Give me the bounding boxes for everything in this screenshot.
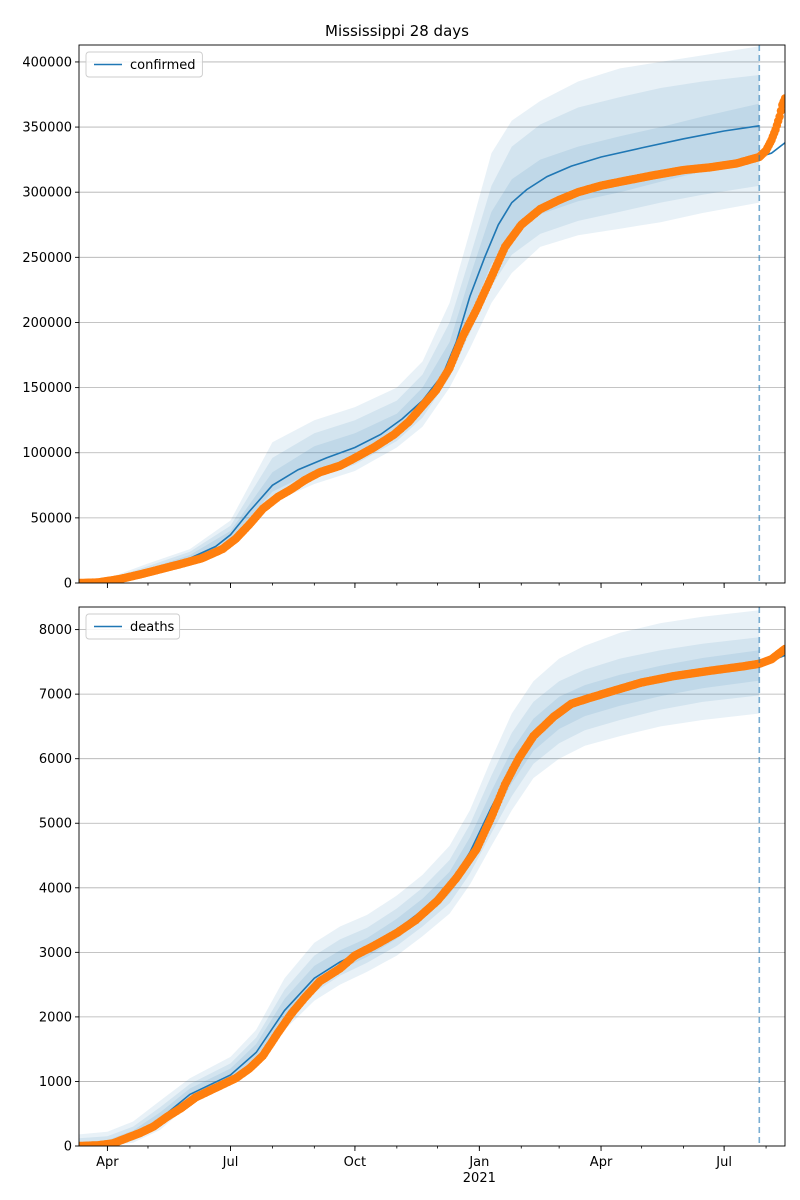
y-tick-label: 200000 <box>22 316 72 331</box>
legend-box <box>85 51 203 78</box>
uncertainty-band <box>79 75 760 583</box>
chart-title: Mississippi 28 days <box>325 22 469 40</box>
y-tick-label: 250000 <box>22 251 72 266</box>
model-line <box>79 125 760 583</box>
y-tick-label: 2000 <box>39 1010 72 1025</box>
observed-point <box>780 94 785 103</box>
y-tick-label: 8000 <box>39 623 72 638</box>
y-tick-label: 350000 <box>22 121 72 136</box>
y-tick-label: 7000 <box>39 688 72 703</box>
y-tick-label: 0 <box>64 577 72 592</box>
axes-frame <box>78 606 786 1147</box>
y-tick-label: 1000 <box>39 1075 72 1090</box>
y-tick-label: 150000 <box>22 381 72 396</box>
x-tick-label: Oct <box>344 1155 366 1170</box>
x-tick-label: Jul <box>222 1155 239 1170</box>
y-tick-label: 3000 <box>39 946 72 961</box>
y-tick-label: 4000 <box>39 881 72 896</box>
uncertainty-band <box>79 103 760 583</box>
panel-deaths: 0 1000 2000 3000 4000 5000 6000 7000 8000 Apr Jul O… <box>39 606 786 1186</box>
uncertainty-band <box>79 637 760 1146</box>
panel-confirmed: 0 50000 100000 150000 200000 250000 300000 3500… <box>22 44 786 592</box>
y-tick-label: 300000 <box>22 186 72 201</box>
y-tick-label: 5000 <box>39 817 72 832</box>
uncertainty-band <box>79 46 760 583</box>
y-tick-label: 400000 <box>22 55 72 70</box>
observed-point <box>780 644 785 654</box>
x-tick-label: Jan <box>468 1155 489 1170</box>
x-tick-label: Apr <box>96 1155 119 1170</box>
legend-label: confirmed <box>130 58 196 73</box>
x-tick-label: Jul <box>715 1155 732 1170</box>
legend-box <box>85 613 181 640</box>
y-tick-label: 0 <box>64 1140 72 1155</box>
y-tick-label: 50000 <box>31 511 72 526</box>
uncertainty-band <box>79 610 760 1146</box>
axes-frame <box>78 44 786 584</box>
legend-label: deaths <box>130 620 175 635</box>
x-year-label: 2021 <box>463 1171 496 1186</box>
x-tick-label: Apr <box>590 1155 613 1170</box>
y-tick-label: 6000 <box>39 752 72 767</box>
y-tick-label: 100000 <box>22 446 72 461</box>
